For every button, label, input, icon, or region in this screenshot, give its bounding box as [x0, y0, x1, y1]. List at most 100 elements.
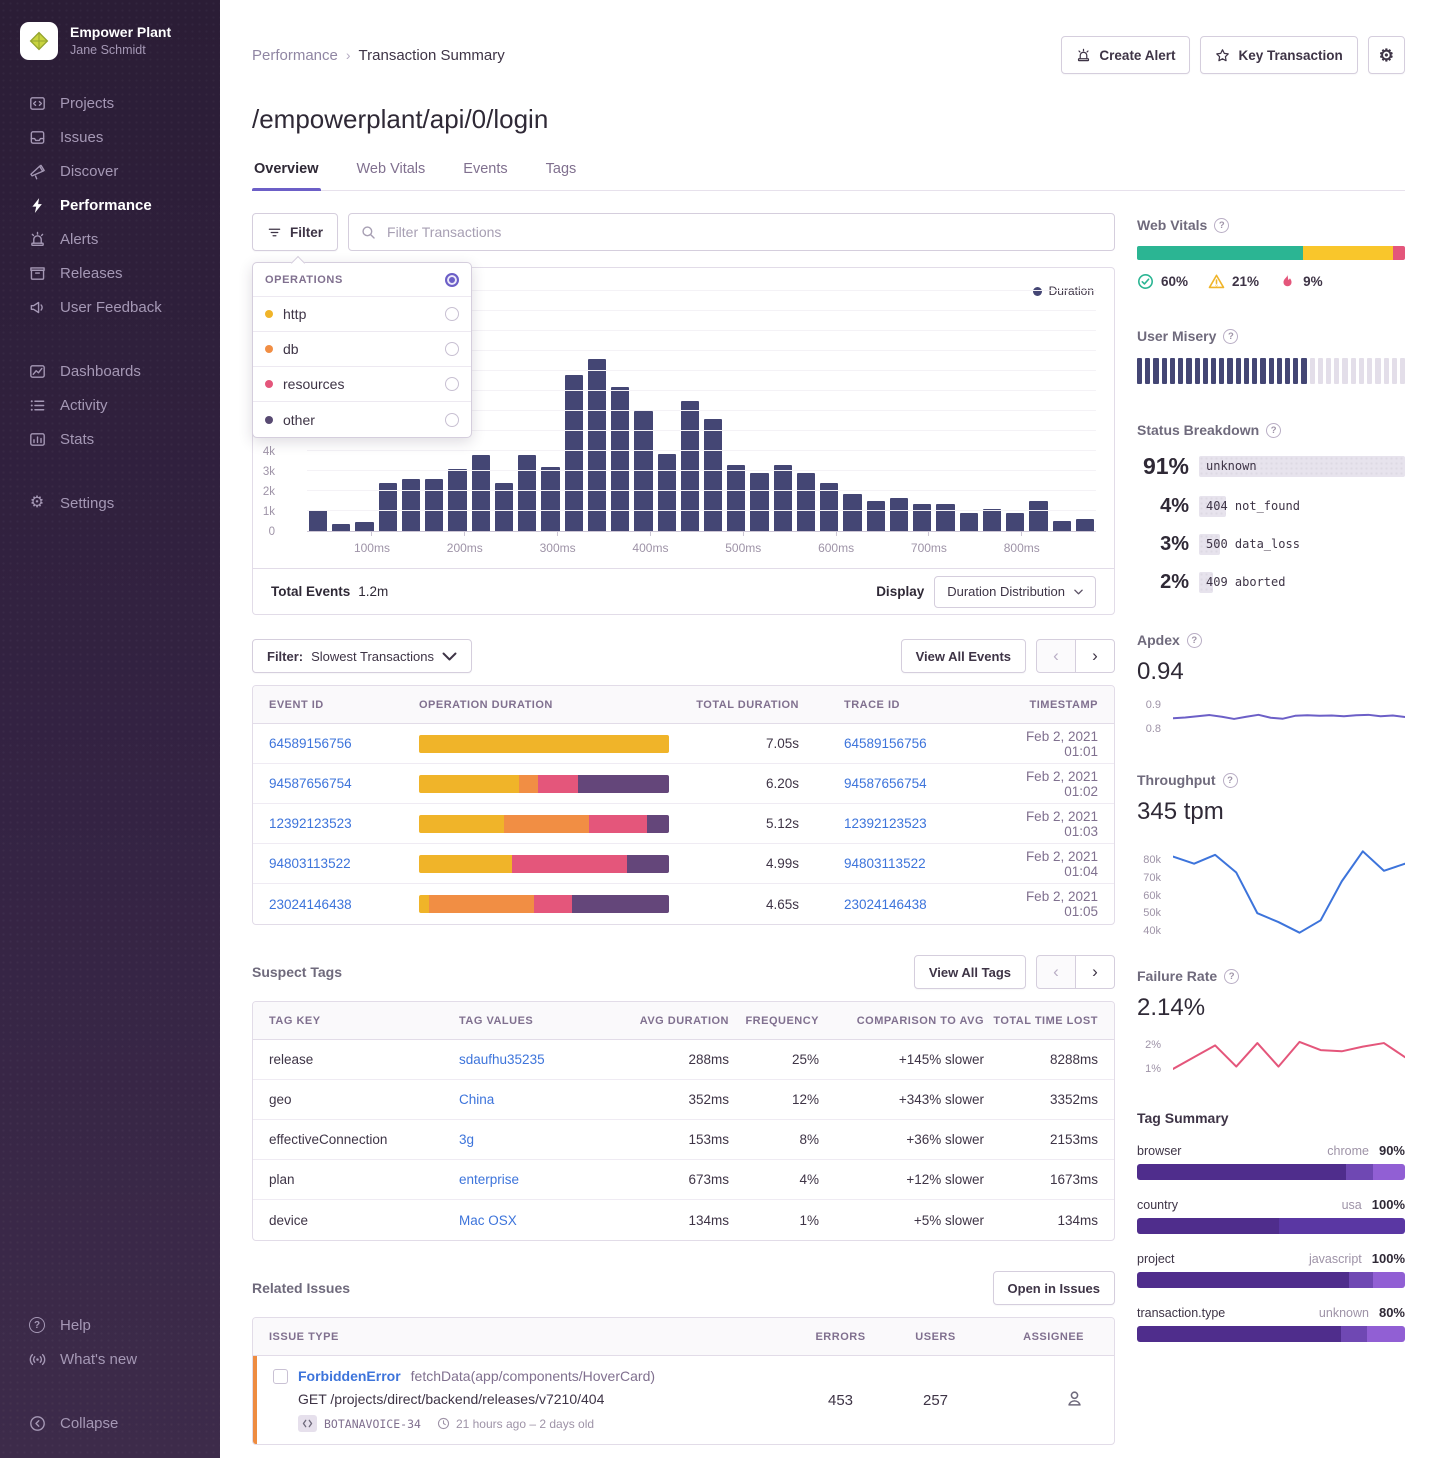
- sidebar-item-issues[interactable]: Issues: [0, 120, 220, 154]
- event-id-link[interactable]: 23024146438: [269, 897, 352, 912]
- tag-value-link[interactable]: 3g: [459, 1132, 474, 1147]
- help-question-icon[interactable]: ?: [1223, 773, 1238, 788]
- filter-option-http[interactable]: http: [253, 297, 471, 332]
- histogram-bar[interactable]: [402, 479, 420, 531]
- trace-id-link[interactable]: 94587656754: [844, 776, 927, 791]
- histogram-bar[interactable]: [704, 419, 722, 531]
- app: Empower Plant Jane Schmidt ProjectsIssue…: [0, 0, 1440, 1458]
- search-input[interactable]: [385, 223, 1102, 241]
- trace-id-link[interactable]: 23024146438: [844, 897, 927, 912]
- filter-button[interactable]: Filter: [252, 213, 338, 251]
- filter-option-other[interactable]: other: [253, 402, 471, 437]
- sidebar-item-alerts[interactable]: Alerts: [0, 222, 220, 256]
- create-alert-button[interactable]: Create Alert: [1061, 36, 1190, 74]
- tag-value-link[interactable]: sdaufhu35235: [459, 1052, 545, 1067]
- org-switcher[interactable]: Empower Plant Jane Schmidt: [0, 22, 220, 86]
- histogram-bar[interactable]: [355, 522, 373, 531]
- tag-value-link[interactable]: enterprise: [459, 1172, 519, 1187]
- event-id-link[interactable]: 12392123523: [269, 816, 352, 831]
- sidebar-item-help[interactable]: ?Help: [0, 1308, 220, 1342]
- histogram-bar[interactable]: [960, 513, 978, 531]
- filter-option-db[interactable]: db: [253, 332, 471, 367]
- histogram-bar[interactable]: [588, 359, 606, 531]
- open-in-issues-button[interactable]: Open in Issues: [993, 1271, 1115, 1305]
- sidebar-item-performance[interactable]: Performance: [0, 188, 220, 222]
- view-all-events-button[interactable]: View All Events: [901, 639, 1026, 673]
- tab-events[interactable]: Events: [461, 161, 509, 190]
- histogram-bar[interactable]: [913, 504, 931, 531]
- key-transaction-button[interactable]: Key Transaction: [1200, 36, 1357, 74]
- histogram-bar[interactable]: [750, 473, 768, 531]
- sidebar-item-projects[interactable]: Projects: [0, 86, 220, 120]
- trace-id-link[interactable]: 12392123523: [844, 816, 927, 831]
- histogram-bar[interactable]: [425, 479, 443, 531]
- trace-id-link[interactable]: 94803113522: [844, 856, 926, 871]
- histogram-bar[interactable]: [448, 469, 466, 531]
- histogram-bar[interactable]: [797, 473, 815, 531]
- next-page-button[interactable]: ›: [1075, 955, 1115, 989]
- histogram-bar[interactable]: [936, 504, 954, 531]
- event-id-link[interactable]: 64589156756: [269, 736, 352, 751]
- trace-id-link[interactable]: 64589156756: [844, 736, 927, 751]
- histogram-bar[interactable]: [309, 510, 327, 531]
- sidebar-item-discover[interactable]: Discover: [0, 154, 220, 188]
- histogram-bar[interactable]: [890, 498, 908, 531]
- sidebar-item-collapse[interactable]: Collapse: [0, 1406, 220, 1440]
- event-id-link[interactable]: 94803113522: [269, 856, 351, 871]
- previous-page-button[interactable]: ‹: [1036, 955, 1076, 989]
- sidebar-item-stats[interactable]: Stats: [0, 422, 220, 456]
- assignee-person-icon[interactable]: [1065, 1389, 1084, 1408]
- view-all-tags-button[interactable]: View All Tags: [914, 955, 1026, 989]
- events-filter-select[interactable]: Filter: Slowest Transactions: [252, 639, 472, 673]
- radio-unchecked[interactable]: [445, 307, 459, 321]
- tag-value-link[interactable]: Mac OSX: [459, 1213, 517, 1228]
- tab-tags[interactable]: Tags: [544, 161, 579, 190]
- histogram-bar[interactable]: [727, 465, 745, 531]
- breadcrumb-parent[interactable]: Performance: [252, 47, 338, 64]
- next-page-button[interactable]: ›: [1075, 639, 1115, 673]
- sidebar-item-feedback[interactable]: User Feedback: [0, 290, 220, 324]
- histogram-bar[interactable]: [541, 467, 559, 531]
- settings-gear-button[interactable]: ⚙: [1368, 36, 1405, 74]
- histogram-bar[interactable]: [681, 401, 699, 531]
- display-select[interactable]: Duration Distribution: [934, 576, 1096, 608]
- sidebar-item-activity[interactable]: Activity: [0, 388, 220, 422]
- histogram-bar[interactable]: [518, 455, 536, 531]
- tag-value-link[interactable]: China: [459, 1092, 494, 1107]
- tab-overview[interactable]: Overview: [252, 161, 321, 190]
- project-badge[interactable]: BOTANAVOICE-34: [298, 1415, 421, 1432]
- previous-page-button[interactable]: ‹: [1036, 639, 1076, 673]
- help-question-icon[interactable]: ?: [1187, 633, 1202, 648]
- help-question-icon[interactable]: ?: [1224, 969, 1239, 984]
- histogram-bar[interactable]: [634, 411, 652, 531]
- radio-unchecked[interactable]: [445, 377, 459, 391]
- help-question-icon[interactable]: ?: [1214, 218, 1229, 233]
- histogram-bar[interactable]: [867, 501, 885, 531]
- sidebar-item-releases[interactable]: Releases: [0, 256, 220, 290]
- radio-unchecked[interactable]: [445, 413, 459, 427]
- tab-web-vitals[interactable]: Web Vitals: [355, 161, 428, 190]
- histogram-bar[interactable]: [1006, 513, 1024, 531]
- histogram-bar[interactable]: [1053, 521, 1071, 531]
- radio-selected[interactable]: [445, 273, 459, 287]
- help-question-icon[interactable]: ?: [1266, 423, 1281, 438]
- left-column: Filter OPERATIONS httpdbresourcesother: [252, 213, 1115, 1445]
- histogram-bar[interactable]: [983, 509, 1001, 531]
- sidebar-item-settings[interactable]: ⚙Settings: [0, 486, 220, 520]
- histogram-bar[interactable]: [1076, 519, 1094, 531]
- sidebar-item-whats-new[interactable]: What's new: [0, 1342, 220, 1376]
- event-id-link[interactable]: 94587656754: [269, 776, 352, 791]
- histogram-bar[interactable]: [332, 524, 350, 531]
- help-question-icon[interactable]: ?: [1223, 329, 1238, 344]
- sidebar-item-dashboards[interactable]: Dashboards: [0, 354, 220, 388]
- filter-option-resources[interactable]: resources: [253, 367, 471, 402]
- histogram-bar[interactable]: [565, 375, 583, 531]
- radio-unchecked[interactable]: [445, 342, 459, 356]
- histogram-bar[interactable]: [843, 494, 861, 531]
- histogram-bar[interactable]: [774, 465, 792, 531]
- histogram-bar[interactable]: [472, 455, 490, 531]
- issue-type-link[interactable]: ForbiddenError: [298, 1368, 401, 1384]
- issue-checkbox[interactable]: [273, 1369, 288, 1384]
- histogram-bar[interactable]: [658, 454, 676, 531]
- histogram-bar[interactable]: [1029, 501, 1047, 531]
